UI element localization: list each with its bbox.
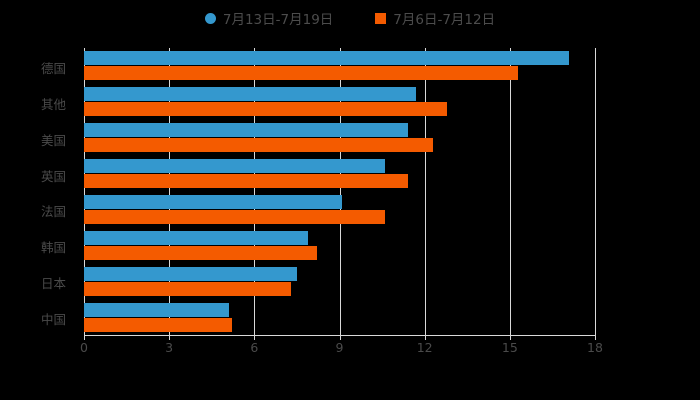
- plot-area: [84, 48, 596, 335]
- legend-marker-square-icon: [375, 12, 387, 24]
- bar-德国-series-0[interactable]: [84, 51, 570, 66]
- bar-法国-series-0[interactable]: [84, 194, 343, 209]
- y-axis-label-韩国: 韩国: [40, 240, 66, 256]
- gridline-12: [424, 48, 426, 335]
- bar-中国-series-1[interactable]: [84, 317, 232, 332]
- gridline-9: [339, 48, 341, 335]
- gridline-3: [169, 48, 171, 335]
- bar-其他-series-0[interactable]: [84, 87, 417, 102]
- gridline-6: [254, 48, 256, 335]
- bar-法国-series-1[interactable]: [84, 209, 385, 224]
- legend-label-0: 7月13日-7月19日: [222, 12, 334, 28]
- x-axis-label-12: 12: [416, 340, 433, 355]
- bar-日本-series-1[interactable]: [84, 281, 292, 296]
- bar-韩国-series-0[interactable]: [84, 230, 309, 245]
- x-tick-6: [254, 335, 256, 340]
- y-axis-label-美国: 美国: [40, 132, 66, 148]
- x-tick-0: [84, 335, 85, 340]
- bar-其他-series-1[interactable]: [84, 102, 448, 117]
- x-axis-labels: 0 3 6 9 12 15 18: [0, 340, 700, 360]
- bar-美国-series-1[interactable]: [84, 138, 434, 153]
- gridline-0: [84, 48, 85, 335]
- x-axis-label-15: 15: [501, 340, 518, 355]
- gridline-18: [595, 48, 596, 335]
- x-axis-label-0: 0: [80, 340, 88, 355]
- x-axis-label-9: 9: [335, 340, 344, 355]
- bar-德国-series-1[interactable]: [84, 66, 519, 81]
- x-axis-label-18: 18: [587, 340, 603, 355]
- bar-中国-series-0[interactable]: [84, 302, 229, 317]
- bar-日本-series-0[interactable]: [84, 266, 297, 281]
- y-axis-label-德国: 德国: [40, 60, 66, 76]
- bar-英国-series-1[interactable]: [84, 174, 408, 189]
- x-tick-12: [424, 335, 426, 340]
- legend-marker-circle-icon: [204, 12, 216, 24]
- x-axis-label-3: 3: [165, 340, 174, 355]
- legend-item-0[interactable]: 7月13日-7月19日: [204, 8, 334, 28]
- x-tick-15: [509, 335, 511, 340]
- y-axis-label-其他: 其他: [40, 96, 66, 112]
- x-tick-3: [169, 335, 171, 340]
- bar-韩国-series-1[interactable]: [84, 245, 317, 260]
- legend-item-1[interactable]: 7月6日-7月12日: [375, 8, 495, 28]
- chart-legend: 7月13日-7月19日 7月6日-7月12日: [0, 6, 700, 30]
- x-tick-9: [339, 335, 341, 340]
- x-axis-label-6: 6: [250, 340, 259, 355]
- legend-label-1: 7月6日-7月12日: [393, 12, 496, 28]
- y-axis-labels: 德国其他美国英国法国韩国日本中国: [0, 48, 76, 335]
- y-axis-label-中国: 中国: [40, 312, 66, 328]
- y-axis-label-日本: 日本: [40, 276, 66, 292]
- y-axis-label-法国: 法国: [40, 204, 66, 220]
- y-axis-label-英国: 英国: [40, 168, 66, 184]
- bar-美国-series-0[interactable]: [84, 123, 408, 138]
- bar-英国-series-0[interactable]: [84, 159, 385, 174]
- gridline-15: [509, 48, 511, 335]
- x-tick-18: [595, 335, 596, 340]
